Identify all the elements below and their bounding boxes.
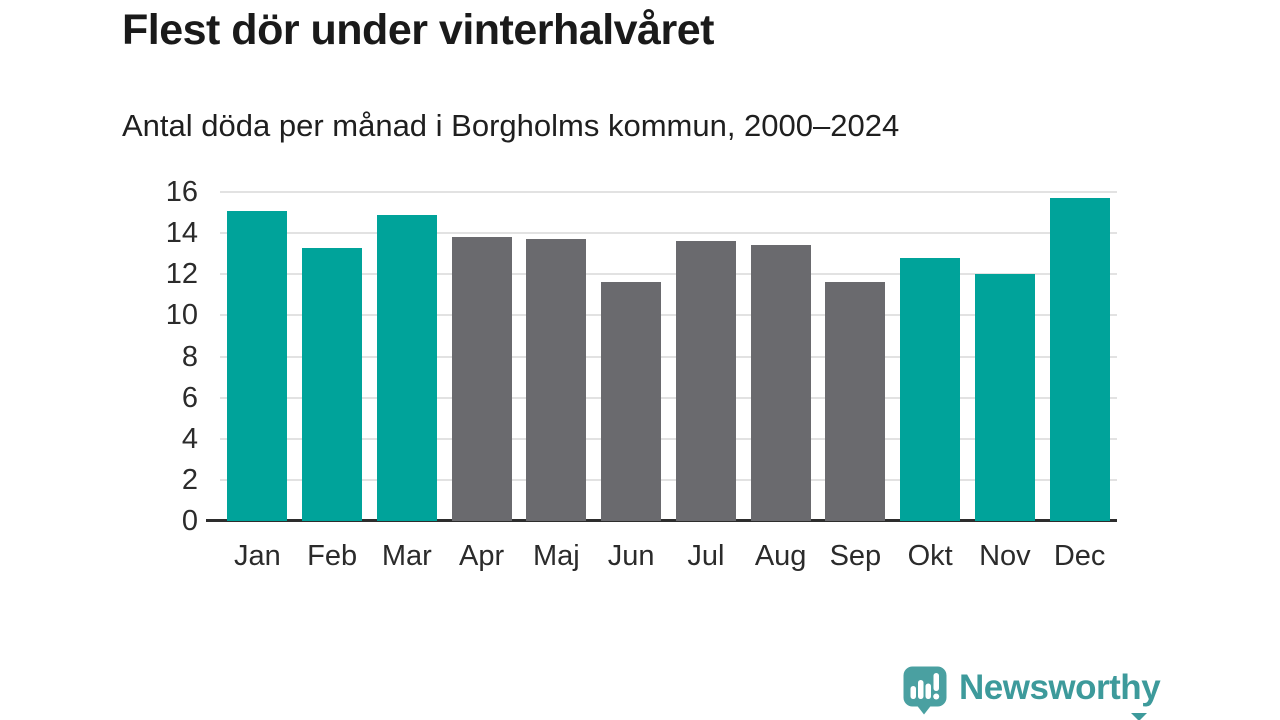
bar-column-jun	[594, 192, 669, 521]
brand-name: Newsworthy	[959, 668, 1161, 707]
y-tick-label-12: 12	[165, 258, 198, 291]
bar-nov	[974, 274, 1035, 521]
chart-subtitle: Antal döda per månad i Borgholms kommun,…	[122, 108, 900, 143]
bar-jun	[601, 282, 662, 521]
bar-apr	[451, 237, 512, 521]
y-tick-label-14: 14	[165, 217, 198, 250]
gridline-16	[220, 191, 1117, 193]
x-axis-baseline	[206, 519, 1117, 522]
x-tick-label-jun: Jun	[607, 540, 655, 572]
bar-jan	[227, 210, 288, 521]
bar-maj	[526, 239, 587, 521]
gridline-6	[220, 396, 1117, 399]
bar-mar	[376, 214, 437, 521]
x-tick-label-apr: Apr	[459, 540, 505, 572]
gridline-14	[220, 232, 1117, 235]
y-tick-label-8: 8	[181, 340, 198, 373]
bar-column-okt	[893, 192, 968, 521]
x-tick-label-nov: Nov	[979, 540, 1031, 572]
bar-column-aug	[743, 192, 818, 521]
x-tick-label-jul: Jul	[687, 540, 725, 572]
x-tick-label-jan: Jan	[233, 540, 281, 572]
gridline-4	[220, 437, 1117, 440]
bottom-edge-mark	[1131, 713, 1147, 720]
x-axis-tick-labels: Jan Feb Mar Apr Maj Jun Jul Aug Sep Okt Nov Dec	[220, 540, 1117, 573]
bar-column-dec	[1042, 192, 1117, 521]
y-tick-label-10: 10	[165, 299, 198, 332]
y-tick-label-2: 2	[181, 463, 198, 496]
bar-aug	[750, 245, 811, 521]
x-tick-label-maj: Maj	[533, 540, 580, 572]
bar-column-feb	[295, 192, 370, 521]
bar-feb	[302, 247, 363, 521]
y-tick-label-6: 6	[181, 381, 198, 414]
newsworthy-logo-icon	[903, 666, 947, 715]
bars-layer	[220, 192, 1117, 521]
y-tick-label-4: 4	[181, 422, 198, 455]
x-tick-label-okt: Okt	[907, 540, 953, 572]
gridline-2	[220, 478, 1117, 481]
bar-column-sep	[818, 192, 893, 521]
y-tick-label-16: 16	[165, 176, 198, 208]
x-tick-label-mar: Mar	[381, 540, 432, 572]
bar-column-nov	[968, 192, 1043, 521]
bar-column-maj	[519, 192, 594, 521]
y-tick-label-0: 0	[181, 505, 198, 537]
brand-footer: Newsworthy	[903, 666, 1161, 716]
bar-column-jan	[220, 192, 295, 521]
bar-column-jul	[669, 192, 744, 521]
bar-jul	[675, 241, 736, 521]
x-tick-label-sep: Sep	[829, 540, 882, 572]
x-tick-label-dec: Dec	[1053, 540, 1106, 572]
bar-dec	[1049, 198, 1110, 521]
gridline-12	[220, 273, 1117, 276]
gridline-8	[220, 355, 1117, 358]
bar-column-apr	[444, 192, 519, 521]
bar-okt	[900, 257, 961, 521]
bar-sep	[825, 282, 886, 521]
gridline-10	[220, 314, 1117, 317]
bar-column-mar	[370, 192, 445, 521]
x-tick-label-aug: Aug	[754, 540, 807, 572]
chart-title: Flest dör under vinterhalvåret	[122, 6, 714, 54]
x-tick-label-feb: Feb	[307, 540, 358, 572]
